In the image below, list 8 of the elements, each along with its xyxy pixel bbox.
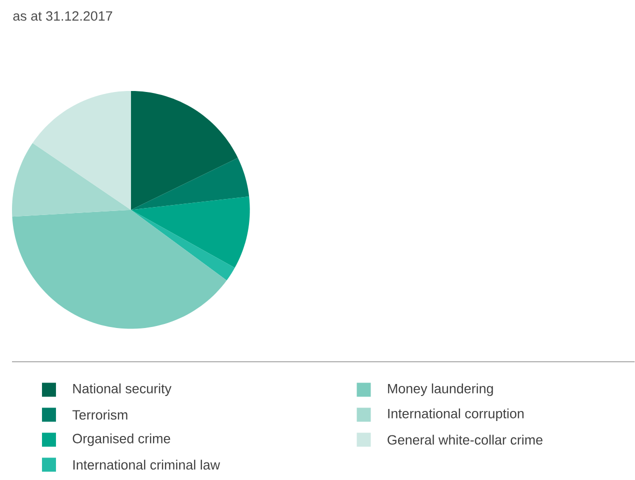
legend-label: General white-collar crime <box>388 434 542 445</box>
chart-title: as at 31.12.2017 <box>13 11 112 21</box>
legend-label: Terrorism <box>72 410 128 420</box>
legend-label: International criminal law <box>73 460 220 470</box>
legend-label: Money laundering <box>388 384 493 396</box>
legend-label: Organised crime <box>72 434 170 446</box>
legend-label: National security <box>73 384 172 396</box>
legend-label: International corruption <box>388 408 524 422</box>
